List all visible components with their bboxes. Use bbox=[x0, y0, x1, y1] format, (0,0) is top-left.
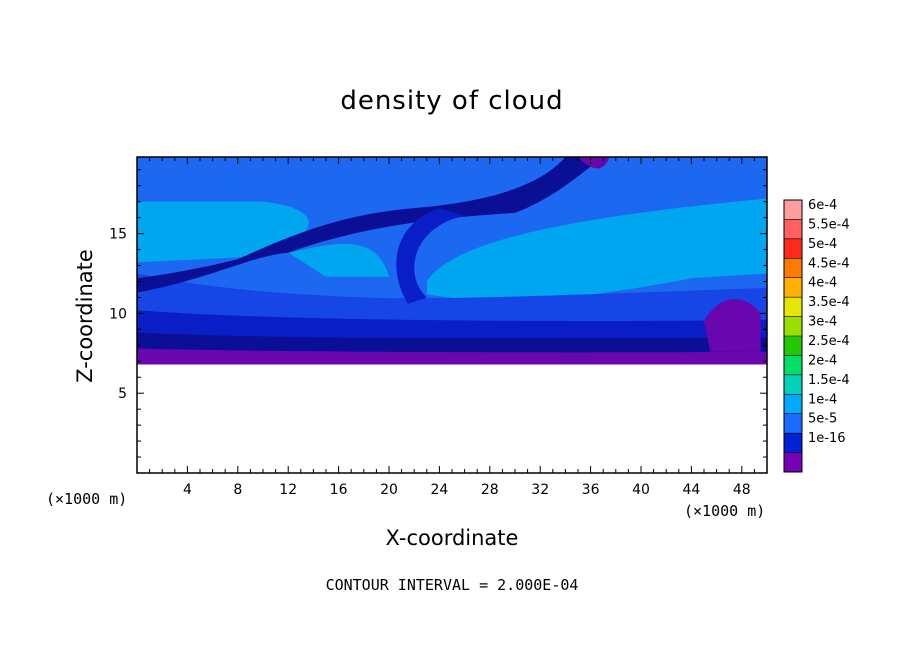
colorbar-cell bbox=[784, 297, 802, 318]
colorbar-label: 1e-4 bbox=[808, 392, 837, 407]
colorbar-cell bbox=[784, 433, 802, 454]
x-tick-label: 12 bbox=[279, 482, 297, 498]
x-tick-label: 36 bbox=[582, 482, 600, 498]
colorbar-cell bbox=[784, 452, 802, 473]
field-band bbox=[396, 208, 465, 304]
x-axis-ticks: 4 8 12 16 20 24 28 32 36 40 44 48 bbox=[149, 157, 755, 498]
field-band bbox=[137, 348, 767, 365]
contour-interval-note: CONTOUR INTERVAL = 2.000E-04 bbox=[325, 576, 579, 594]
colorbar-label: 5.5e-4 bbox=[808, 217, 850, 232]
x-tick-label: 16 bbox=[330, 482, 348, 498]
colorbar-cell bbox=[784, 374, 802, 395]
colorbar-label: 5e-4 bbox=[808, 237, 837, 252]
field-band bbox=[137, 364, 767, 473]
y-axis-label: Z-coordinate bbox=[73, 249, 97, 383]
colorbar-cell bbox=[784, 238, 802, 259]
field-band bbox=[426, 198, 767, 301]
y-axis-ticks: 5 10 15 bbox=[109, 169, 767, 458]
x-tick-label: 28 bbox=[481, 482, 499, 498]
colorbar-cell bbox=[784, 413, 802, 434]
colorbar-cell bbox=[784, 394, 802, 415]
colorbar-label: 2.5e-4 bbox=[808, 334, 850, 349]
colorbar-label: 1e-16 bbox=[808, 431, 846, 446]
colorbar: 6e-4 5.5e-4 5e-4 4.5e-4 4e-4 3.5e-4 3e-4 2.5e-4… bbox=[783, 198, 850, 473]
colorbar-cell bbox=[784, 316, 802, 337]
colorbar-cell bbox=[784, 258, 802, 279]
colorbar-label: 4.5e-4 bbox=[808, 256, 850, 271]
x-unit-label-right: (×1000 m) bbox=[684, 502, 766, 520]
colorbar-label: 5e-5 bbox=[808, 412, 837, 427]
x-tick-label: 24 bbox=[430, 482, 448, 498]
x-tick-label: 20 bbox=[380, 482, 398, 498]
x-tick-label: 4 bbox=[183, 482, 192, 498]
colorbar-cell bbox=[784, 200, 802, 220]
x-axis-label: X-coordinate bbox=[385, 526, 519, 550]
x-unit-label-left: (×1000 m) bbox=[46, 490, 128, 508]
x-tick-label: 32 bbox=[531, 482, 549, 498]
y-tick-label: 10 bbox=[109, 306, 127, 322]
colorbar-label: 1.5e-4 bbox=[808, 373, 850, 388]
x-tick-label: 40 bbox=[632, 482, 650, 498]
colorbar-cell bbox=[784, 355, 802, 376]
field-band bbox=[578, 157, 610, 169]
colorbar-label: 3e-4 bbox=[808, 315, 837, 330]
x-tick-label: 8 bbox=[233, 482, 242, 498]
colorbar-cell bbox=[784, 277, 802, 298]
field-band bbox=[137, 157, 604, 293]
y-tick-label: 15 bbox=[109, 227, 127, 243]
chart-title: density of cloud bbox=[340, 86, 564, 116]
field-band bbox=[704, 298, 761, 352]
colorbar-cell bbox=[784, 336, 802, 356]
colorbar-label: 4e-4 bbox=[808, 276, 837, 291]
x-tick-label: 44 bbox=[682, 482, 700, 498]
x-tick-label: 48 bbox=[733, 482, 751, 498]
field-band bbox=[288, 243, 389, 277]
contour-field bbox=[137, 157, 767, 473]
colorbar-label: 6e-4 bbox=[808, 198, 837, 213]
colorbar-label: 3.5e-4 bbox=[808, 295, 850, 310]
y-tick-label: 5 bbox=[118, 386, 127, 402]
colorbar-cell bbox=[784, 219, 802, 240]
colorbar-label: 2e-4 bbox=[808, 353, 837, 368]
